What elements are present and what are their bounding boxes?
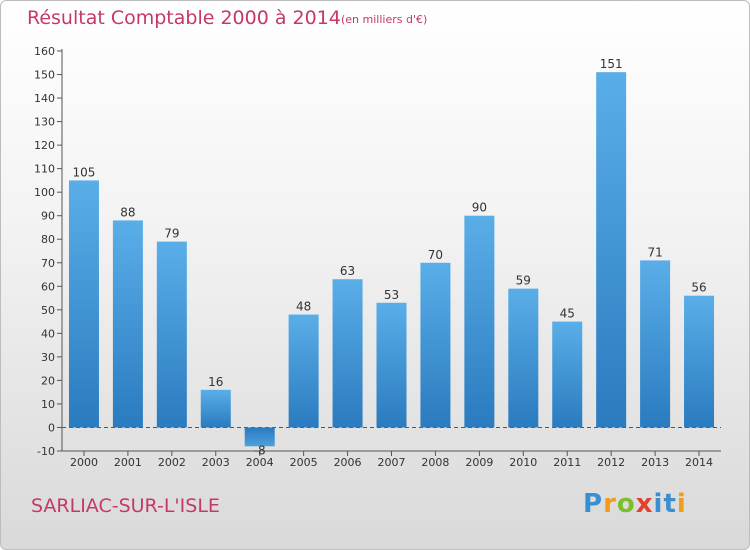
bar-2000 [68,180,99,428]
data-label-2005: 48 [296,300,311,314]
x-tick-label: 2006 [334,456,362,469]
chart-axes: -10 0 10 20 30 40 50 60 70 80 90 100 110 120 130 140 150… [34,45,721,469]
y-tick-label: 80 [41,233,55,246]
data-label-2013: 71 [647,245,662,259]
y-tick-label: -10 [37,445,55,458]
data-label-2014: 56 [691,281,706,295]
y-tick-label: 130 [34,116,55,129]
data-label-2008: 70 [428,248,443,262]
x-tick-label: 2002 [158,456,186,469]
y-tick-label: 70 [41,257,55,270]
bar-2012 [596,72,627,428]
chart-subtitle: (en milliers d'€) [341,13,428,26]
y-tick-label: 20 [41,374,55,387]
x-tick-label: 2004 [246,456,274,469]
x-tick-label: 2008 [421,456,449,469]
bar-2011 [552,321,583,428]
x-tick-label: 2014 [685,456,713,469]
logo-letter: x [635,489,654,519]
data-label-2001: 88 [120,205,135,219]
logo-letter: i [653,489,664,519]
bar-2001 [112,220,143,428]
y-tick-label: 60 [41,280,55,293]
bar-2003 [200,389,231,428]
data-label-2002: 79 [164,227,179,241]
bar-2005 [288,314,319,428]
bar-2014 [684,295,715,428]
data-label-2010: 59 [516,274,531,288]
location-name: SARLIAC-SUR-L'ISLE [31,495,220,517]
logo-letter: P [583,489,604,519]
y-tick-label: 50 [41,304,55,317]
x-tick-label: 2003 [202,456,230,469]
bar-2002 [156,241,187,428]
x-tick-label: 2012 [597,456,625,469]
logo-letter: o [616,489,636,519]
x-tick-label: 2001 [114,456,142,469]
x-tick-label: 2011 [553,456,581,469]
x-tick-label: 2000 [70,456,98,469]
y-tick-label: 160 [34,45,55,58]
y-tick-label: 0 [48,421,55,434]
y-tick-label: 30 [41,351,55,364]
bar-2010 [508,288,539,428]
y-tick-label: 110 [34,163,55,176]
data-label-2009: 90 [472,201,487,215]
x-tick-label: 2010 [509,456,537,469]
y-tick-label: 40 [41,327,55,340]
y-tick-label: 100 [34,186,55,199]
data-label-2011: 45 [560,307,575,321]
data-label-2006: 63 [340,264,355,278]
bar-2008 [420,262,451,428]
x-tick-label: 2013 [641,456,669,469]
x-tick-label: 2005 [290,456,318,469]
data-label-2003: 16 [208,375,223,389]
logo-letter: i [676,489,687,519]
bar-2009 [464,215,495,428]
logo-letter: t [663,489,677,519]
data-label-2004: -8 [254,443,266,457]
y-tick-label: 150 [34,69,55,82]
y-tick-label: 140 [34,92,55,105]
y-tick-label: 10 [41,398,55,411]
bar-2004 [244,427,275,447]
data-label-2007: 53 [384,288,399,302]
bar-2007 [376,302,407,428]
x-tick-label: 2007 [378,456,406,469]
chart-bars [68,72,715,447]
chart-title: Résultat Comptable 2000 à 2014 [27,7,341,29]
proxiti-logo: Proxiti [583,489,687,519]
bar-2006 [332,279,363,428]
y-tick-label: 120 [34,139,55,152]
x-tick-label: 2009 [465,456,493,469]
logo-letter: r [603,489,617,519]
y-tick-label: 90 [41,210,55,223]
data-label-2000: 105 [73,165,96,179]
chart-data-labels: 105 88 79 16 -8 48 63 53 70 90 59 45 151 71 56 [73,57,707,457]
data-label-2012: 151 [600,57,623,71]
bar-2013 [640,260,671,428]
